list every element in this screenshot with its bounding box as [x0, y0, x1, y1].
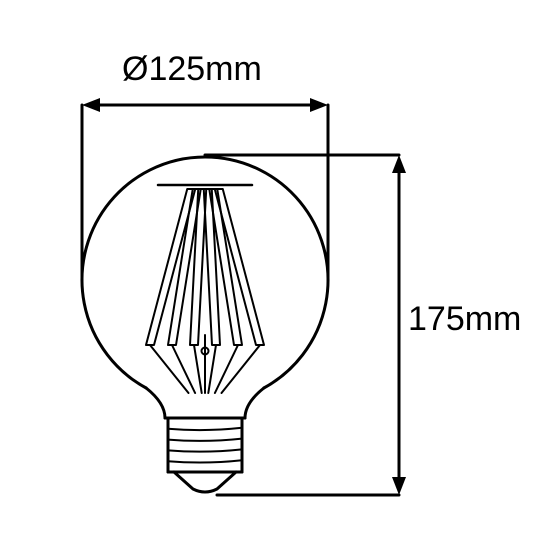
diameter-label: Ø125mm — [122, 50, 262, 89]
bulb-dimension-svg — [0, 0, 550, 550]
height-label: 175mm — [408, 300, 521, 339]
diagram-canvas: Ø125mm 175mm — [0, 0, 550, 550]
